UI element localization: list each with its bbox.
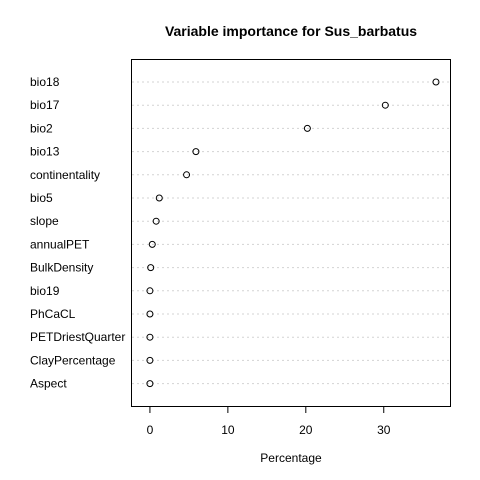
x-tick-label: 10: [221, 423, 235, 437]
category-label: bio5: [30, 191, 53, 205]
data-point: [146, 356, 154, 364]
category-label: Aspect: [30, 377, 67, 391]
category-label: bio17: [30, 98, 60, 112]
data-point: [146, 287, 154, 295]
data-point: [381, 101, 389, 109]
data-point: [148, 240, 156, 248]
guide-lines: [132, 81, 450, 385]
x-tick-label: 30: [377, 423, 391, 437]
category-label: continentality: [30, 168, 100, 182]
category-label: bio18: [30, 75, 60, 89]
category-labels: bio18 bio17 bio2 bio13 continentality bio5 slo…: [30, 75, 125, 391]
x-axis-label: Percentage: [260, 451, 322, 465]
x-axis-ticks: 0 10 20 30: [147, 406, 391, 437]
data-point: [303, 124, 311, 132]
category-label: PhCaCL: [30, 307, 76, 321]
data-point: [146, 333, 154, 341]
category-label: bio2: [30, 121, 53, 135]
data-point: [147, 264, 155, 272]
data-point: [152, 217, 160, 225]
category-label: annualPET: [30, 237, 90, 251]
data-points: [146, 78, 440, 388]
chart-title: Variable importance for Sus_barbatus: [165, 23, 417, 39]
category-label: bio19: [30, 284, 60, 298]
category-label: ClayPercentage: [30, 353, 116, 367]
data-point: [155, 194, 163, 202]
data-point: [432, 78, 440, 86]
category-label: bio13: [30, 145, 60, 159]
data-point: [192, 148, 200, 156]
plot-frame: [131, 59, 451, 407]
category-label: PETDriestQuarter: [30, 330, 125, 344]
data-point: [146, 380, 154, 388]
x-tick-label: 0: [147, 423, 154, 437]
category-label: BulkDensity: [30, 261, 93, 275]
x-tick-label: 20: [299, 423, 313, 437]
category-label: slope: [30, 214, 59, 228]
data-point: [146, 310, 154, 318]
data-point: [183, 171, 191, 179]
